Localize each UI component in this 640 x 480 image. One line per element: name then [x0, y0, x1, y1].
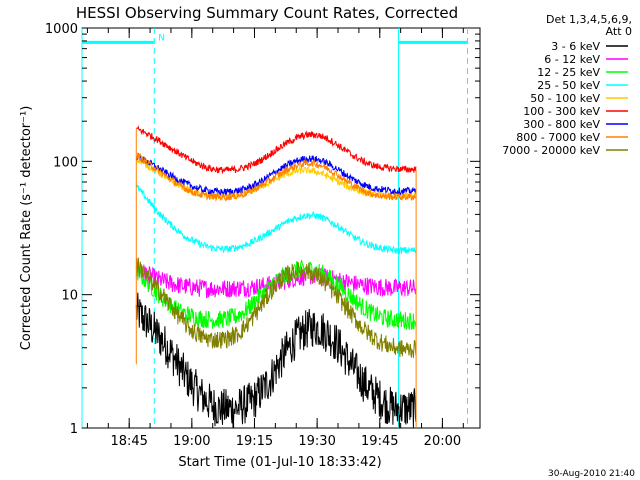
legend-header: Att 0: [606, 25, 632, 38]
legend-label: 300 - 800 keV: [523, 118, 600, 131]
night-marker-label: N: [158, 33, 165, 43]
x-tick-label: 19:15: [236, 434, 273, 449]
legend-label: 100 - 300 keV: [523, 105, 600, 118]
series-line-100-300-kev: [136, 124, 417, 174]
night-marker-layer: N: [81, 28, 468, 428]
chart-title: HESSI Observing Summary Count Rates, Cor…: [76, 4, 458, 22]
series-line-800-7000-kev: [135, 152, 417, 202]
x-tick-label: 19:00: [173, 434, 210, 449]
y-tick-label: 100: [53, 155, 78, 170]
series-line-25-50-kev: [135, 184, 417, 256]
legend-label: 3 - 6 keV: [551, 40, 600, 53]
legend-label: 800 - 7000 keV: [516, 131, 600, 144]
footer-timestamp: 30-Aug-2010 21:40: [548, 469, 635, 479]
y-axis-label: Corrected Count Rate (s⁻¹ detector⁻¹): [19, 106, 34, 351]
series-line-12-25-kev: [135, 259, 417, 330]
legend-label: 7000 - 20000 keV: [502, 144, 600, 157]
x-tick-label: 19:45: [361, 434, 398, 449]
y-tick-label: 1000: [45, 22, 78, 37]
y-tick-label: 1: [70, 422, 78, 437]
series-line-3-6-kev: [135, 292, 417, 428]
axis-layer: 1 10 100 1000 18:45 19:00 19:15 19:30 19:45 20:00: [45, 22, 480, 449]
y-tick-label: 10: [61, 289, 78, 304]
legend-label: 50 - 100 keV: [530, 92, 600, 105]
x-tick-label: 18:45: [110, 434, 147, 449]
series-line-7000-20000-kev: [135, 257, 417, 358]
legend-label: 25 - 50 keV: [537, 79, 600, 92]
legend-header: Det 1,3,4,5,6,9,: [546, 13, 632, 26]
legend-label: 12 - 25 keV: [537, 66, 600, 79]
legend-label: 6 - 12 keV: [544, 53, 600, 66]
x-tick-label: 19:30: [298, 434, 335, 449]
series-layer: [135, 124, 417, 428]
x-tick-label: 20:00: [424, 434, 461, 449]
x-axis-label: Start Time (01-Jul-10 18:33:42): [178, 455, 381, 470]
